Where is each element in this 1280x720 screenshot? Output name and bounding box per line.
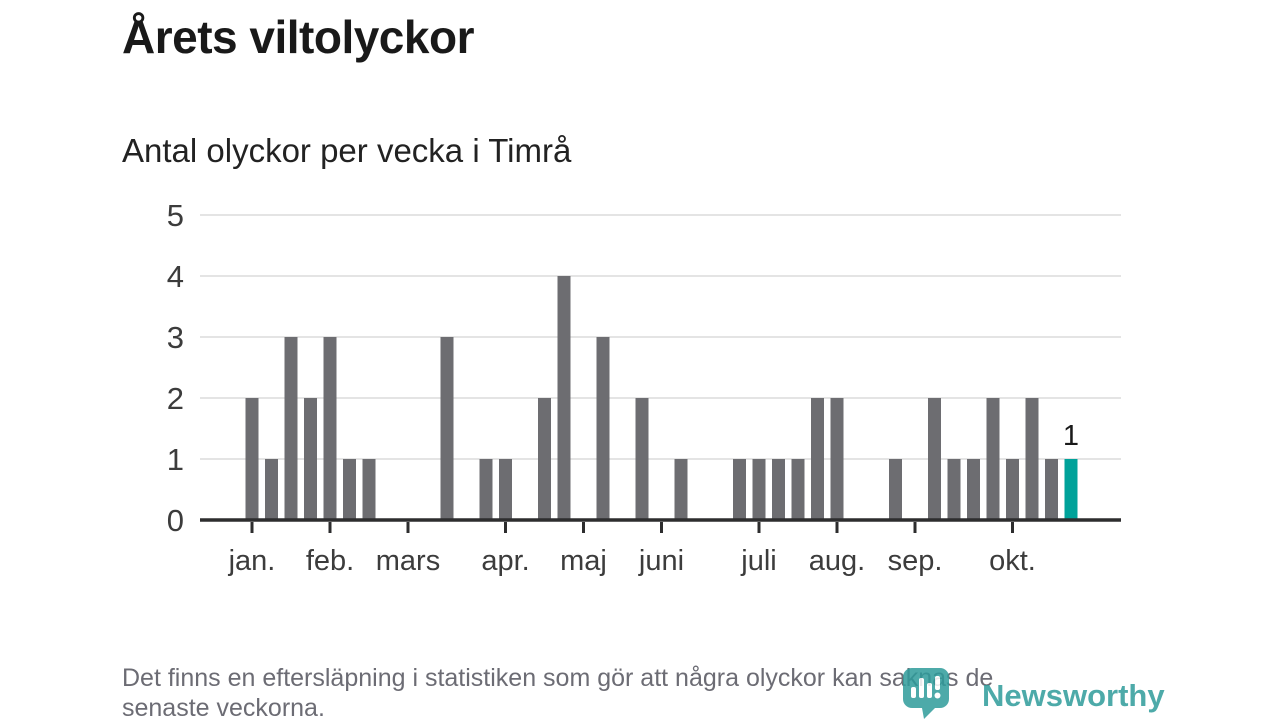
bar-week	[947, 459, 961, 520]
bar-week	[362, 459, 376, 520]
bar-week	[791, 459, 805, 520]
bar-week	[967, 459, 980, 520]
footnote-line-2: senaste veckorna.	[122, 694, 325, 720]
newsworthy-logo: Newsworthy	[903, 668, 1165, 719]
bar-week	[323, 337, 337, 520]
chart-title: Årets viltolyckor	[122, 11, 474, 63]
x-axis-month-label: apr.	[481, 545, 529, 577]
bar-week	[733, 459, 746, 520]
y-axis-label: 4	[167, 259, 184, 294]
bar-week	[479, 459, 493, 520]
bar-week	[986, 398, 1000, 520]
x-axis-month-label: sep.	[888, 545, 943, 577]
x-axis-month-label: mars	[376, 545, 440, 577]
bar-week	[538, 398, 551, 520]
newsworthy-pin-icon	[903, 668, 949, 719]
y-axis-label: 1	[167, 442, 184, 477]
bar-current-week	[1064, 459, 1078, 520]
x-axis-month-label: feb.	[306, 545, 354, 577]
bar-week	[499, 459, 512, 520]
bar-week	[284, 337, 298, 520]
x-axis-month-label: maj	[560, 545, 607, 577]
bar-week	[245, 398, 259, 520]
bar-week	[304, 398, 317, 520]
bar-week	[811, 398, 824, 520]
bar-week	[772, 459, 785, 520]
y-axis-label: 2	[167, 381, 184, 416]
x-axis-month-label: okt.	[989, 545, 1036, 577]
bar-week	[1025, 398, 1039, 520]
chart-subtitle: Antal olyckor per vecka i Timrå	[122, 132, 572, 169]
bar-week	[1045, 459, 1058, 520]
bar-week	[830, 398, 844, 520]
bar-week	[674, 459, 688, 520]
bar-week	[752, 459, 766, 520]
y-axis-label: 5	[167, 198, 184, 233]
bar-week	[635, 398, 649, 520]
x-axis-month-label: jan.	[228, 545, 276, 577]
bar-week	[596, 337, 610, 520]
bar-week	[440, 337, 454, 520]
y-axis-label: 3	[167, 320, 184, 355]
newsworthy-logo-text: Newsworthy	[982, 678, 1165, 713]
x-axis-month-label: juni	[638, 545, 684, 577]
x-axis-month-label: aug.	[809, 545, 865, 577]
bar-week	[265, 459, 278, 520]
bar-week	[889, 459, 902, 520]
bar-week	[928, 398, 941, 520]
bar-week	[343, 459, 356, 520]
logo-bar-chart-glyph	[911, 676, 941, 699]
bar-week	[557, 276, 571, 520]
chart-footnote: Det finns en eftersläpning i statistiken…	[122, 663, 993, 720]
footnote-line-1: Det finns en eftersläpning i statistiken…	[122, 664, 994, 692]
bar-week	[1006, 459, 1019, 520]
current-week-value-label: 1	[1063, 420, 1079, 452]
x-axis-month-label: juli	[740, 545, 776, 577]
y-axis-label: 0	[167, 503, 184, 538]
